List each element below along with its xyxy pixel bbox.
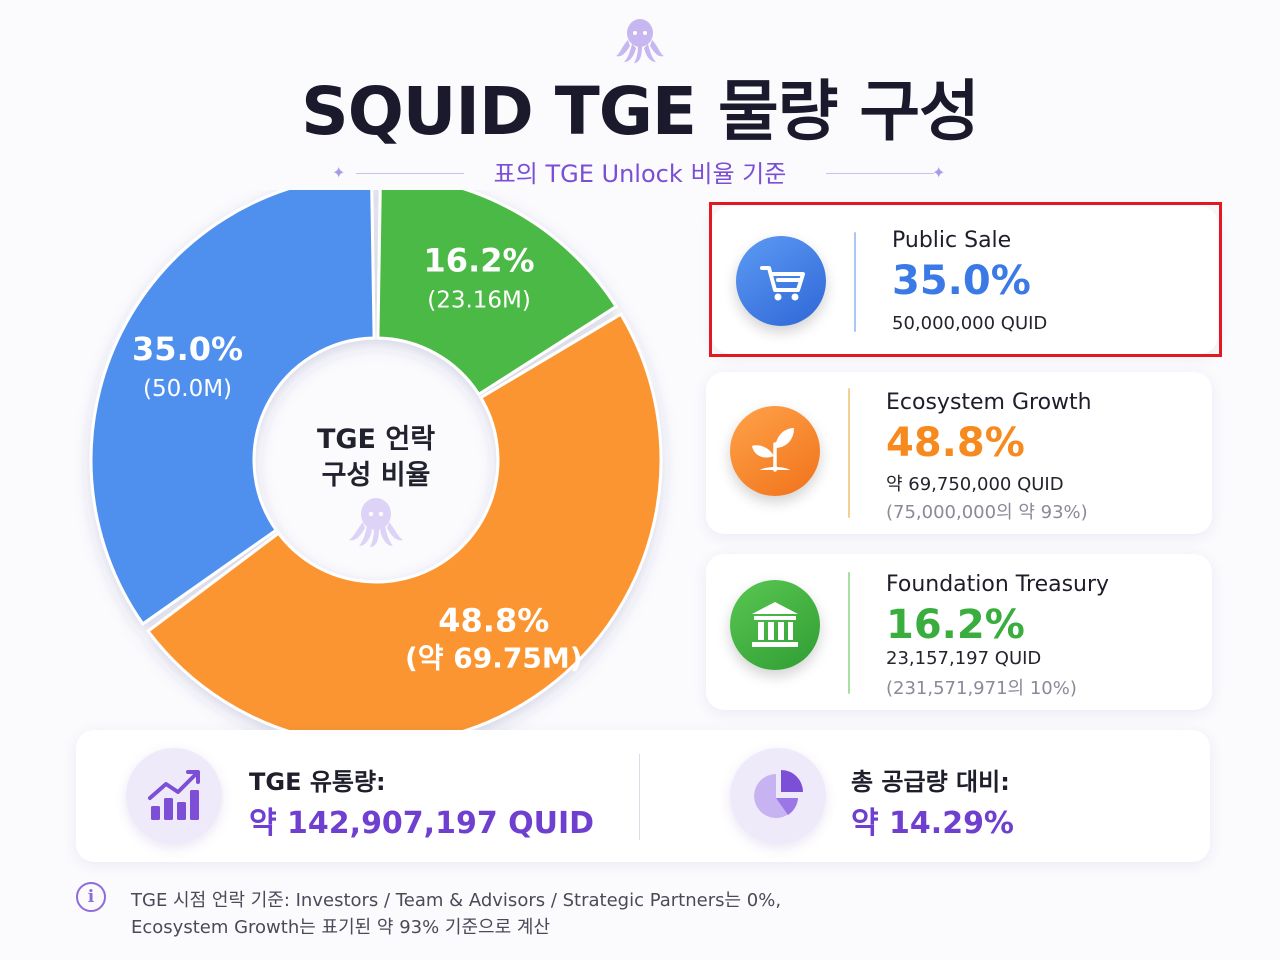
card-divider [848,388,850,518]
card-amount: 약 69,750,000 QUID [886,474,1064,495]
pie-chart-icon [730,748,826,844]
page-title: SQUID TGE 물량 구성 [301,73,980,150]
card-amount: 23,157,197 QUID [886,648,1042,669]
card-percentage: 16.2% [886,602,1025,648]
sparkle-left-icon: ✦ [332,163,346,182]
sprout-icon [730,406,820,496]
page-subtitle: 표의 TGE Unlock 비율 기준 [493,160,787,188]
donut-slice-percentage-label: 35.0% [132,330,243,368]
donut-slice-public-sale [89,190,376,626]
card-public-sale: Public Sale 35.0% 50,000,000 QUID [712,206,1218,354]
tge-unlock-donut-chart: 16.2% (23.16M) 48.8%(약 69.75M) 35.0% (50.0M)… [89,190,663,747]
donut-slice-foundation-treasury [376,190,619,397]
info-icon: i [76,882,106,912]
card-ecosystem-growth: Ecosystem Growth 48.8% 약 69,750,000 QUID… [706,372,1212,534]
donut-slice-percentage-label: 16.2% [424,241,535,279]
subtitle-rule-left [356,173,464,174]
card-amount: 50,000,000 QUID [892,313,1048,334]
cart-icon [736,236,826,326]
summary-panel: TGE 유통량: 약 142,907,197 QUID 총 공급량 대비: 약 … [76,730,1210,862]
supply-ratio-value: 약 14.29% [851,806,1014,841]
circulating-supply-value: 약 142,907,197 QUID [249,806,595,841]
circulating-supply-label: TGE 유통량: [249,768,386,796]
card-title: Ecosystem Growth [886,390,1092,415]
octopus-mascot-icon [616,19,664,63]
donut-slice-amount-label: (약 69.75M) [405,642,583,675]
card-title: Public Sale [892,228,1012,253]
summary-divider [639,754,640,840]
card-note: (75,000,000의 약 93%) [886,502,1088,523]
footnote-line-2: Ecosystem Growth는 표기된 약 93% 기준으로 계산 [131,917,551,938]
sparkle-right-icon: ✦ [932,163,946,182]
card-percentage: 35.0% [892,258,1031,304]
subtitle-rule-right [826,173,934,174]
footnote-line-1: TGE 시점 언락 기준: Investors / Team & Advisor… [131,890,782,911]
card-percentage: 48.8% [886,420,1025,466]
card-title: Foundation Treasury [886,572,1110,597]
card-divider [854,232,856,332]
donut-slice-amount-label: (23.16M) [427,287,531,313]
donut-slice-percentage-label: 48.8% [438,602,549,640]
donut-center-octopus-icon [349,498,403,547]
supply-ratio-label: 총 공급량 대비: [851,768,1010,796]
subtitle-row: 표의 TGE Unlock 비율 기준 [0,154,1280,194]
card-note: (231,571,971의 10%) [886,678,1077,699]
donut-slice-amount-label: (50.0M) [143,376,232,402]
card-foundation-treasury: Foundation Treasury 16.2% 23,157,197 QUI… [706,554,1212,710]
donut-slice-ecosystem-growth [145,312,663,747]
donut-center-label-line2: 구성 비율 [322,460,431,491]
growth-chart-icon [126,748,222,844]
card-highlight-frame [709,202,1222,357]
card-divider [848,572,850,694]
bank-icon [730,580,820,670]
donut-center-label-line1: TGE 언락 [317,424,435,455]
